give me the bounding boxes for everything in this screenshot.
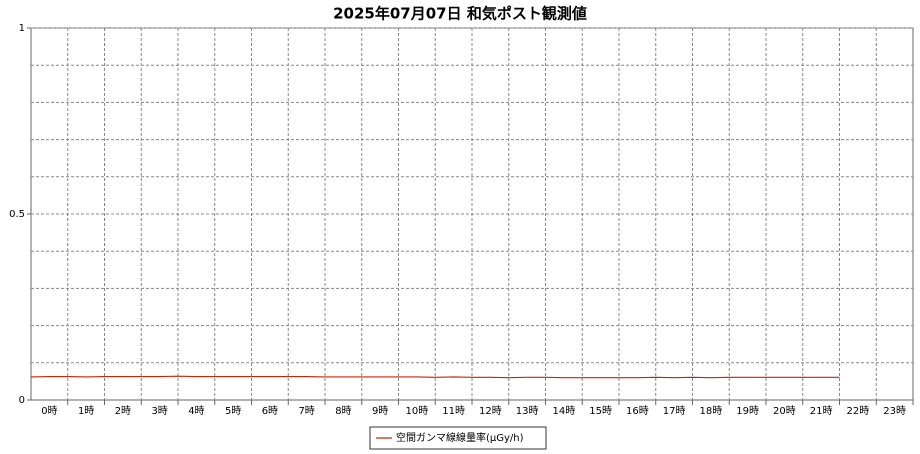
x-tick-label: 20時 (773, 405, 796, 417)
chart-title: 2025年07月07日 和気ポスト観測値 (333, 5, 587, 23)
x-tick-label: 4時 (188, 405, 204, 417)
x-tick-label: 10時 (406, 405, 429, 417)
x-tick-label: 1時 (78, 405, 94, 417)
x-tick-label: 11時 (442, 405, 465, 417)
data-line (30, 375, 840, 379)
x-tick-label: 5時 (225, 405, 241, 417)
x-tick-label: 7時 (298, 405, 314, 417)
legend-box (369, 426, 547, 450)
x-tick-label: 21時 (810, 405, 833, 417)
x-tick-label: 6時 (262, 405, 278, 417)
x-tick-label: 23時 (883, 405, 906, 417)
x-tick-label: 9時 (372, 405, 388, 417)
x-tick-label: 17時 (663, 405, 686, 417)
x-tick-label: 15時 (589, 405, 612, 417)
x-tick-label: 12時 (479, 405, 502, 417)
y-tick-label: 1 (19, 23, 25, 34)
x-tick-label: 16時 (626, 405, 649, 417)
x-tick-label: 8時 (335, 405, 351, 417)
x-tick-label: 14時 (553, 405, 576, 417)
x-tick-label: 0時 (41, 405, 57, 417)
x-tick-label: 3時 (151, 405, 167, 417)
x-tick-label: 2時 (115, 405, 131, 417)
y-tick-label: 0 (19, 395, 25, 406)
x-tick-label: 22時 (847, 405, 870, 417)
y-tick-label: 0.5 (9, 209, 25, 220)
x-tick-label: 13時 (516, 405, 539, 417)
legend-label: 空間ガンマ線線量率(μGy/h) (396, 431, 524, 444)
x-tick-label: 18時 (700, 405, 723, 417)
x-tick-label: 19時 (736, 405, 759, 417)
